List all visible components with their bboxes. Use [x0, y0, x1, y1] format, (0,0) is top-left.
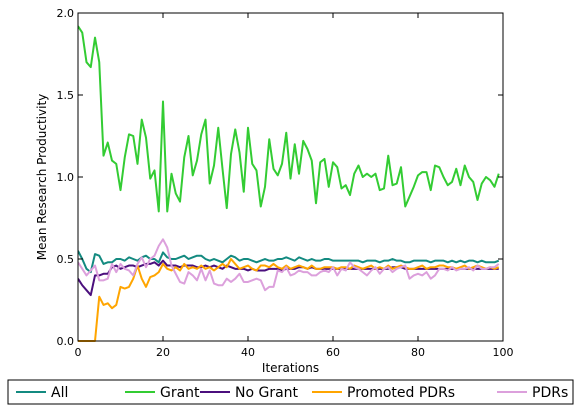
x-tick-label: 80: [411, 346, 425, 359]
legend-label: PDRs: [532, 385, 568, 401]
series-line-promoted-pdrs: [78, 258, 500, 342]
legend-label: No Grant: [235, 385, 299, 401]
x-tick-label: 0: [75, 346, 82, 359]
plot-area: 0 20 40 60 80 100 0.0 0.5 1.0 1.5 2.0: [57, 7, 514, 359]
legend: All Grant No Grant Promoted PDRs PDRs: [7, 379, 574, 405]
ticks-layer: 0 20 40 60 80 100 0.0 0.5 1.0 1.5 2.0: [57, 7, 514, 359]
y-tick-label: 0.5: [57, 253, 75, 266]
legend-item-grant: Grant: [125, 385, 200, 401]
x-tick-label: 40: [241, 346, 255, 359]
y-tick-label: 1.5: [57, 89, 75, 102]
y-tick-label: 2.0: [57, 7, 75, 20]
legend-item-promoted-pdrs: Promoted PDRs: [312, 385, 455, 401]
series-line-grant: [78, 25, 500, 213]
y-tick-label: 0.0: [57, 335, 75, 348]
series-line-pdrs: [78, 238, 500, 292]
legend-items: All Grant No Grant Promoted PDRs PDRs: [16, 385, 568, 401]
y-axis-label: Mean Research Productivity: [35, 94, 49, 261]
legend-label: Promoted PDRs: [347, 385, 455, 401]
legend-item-pdrs: PDRs: [497, 385, 568, 401]
x-axis-label: Iterations: [262, 361, 319, 375]
x-tick-label: 20: [156, 346, 170, 359]
series-line-all: [78, 250, 500, 274]
legend-item-all: All: [16, 385, 68, 401]
legend-label: All: [51, 385, 68, 401]
legend-label: Grant: [160, 385, 200, 401]
series-layer: [78, 25, 500, 342]
legend-item-no-grant: No Grant: [200, 385, 299, 401]
x-tick-label: 60: [326, 346, 340, 359]
x-tick-label: 100: [493, 346, 514, 359]
y-tick-label: 1.0: [57, 171, 75, 184]
legend-frame: [7, 379, 574, 405]
